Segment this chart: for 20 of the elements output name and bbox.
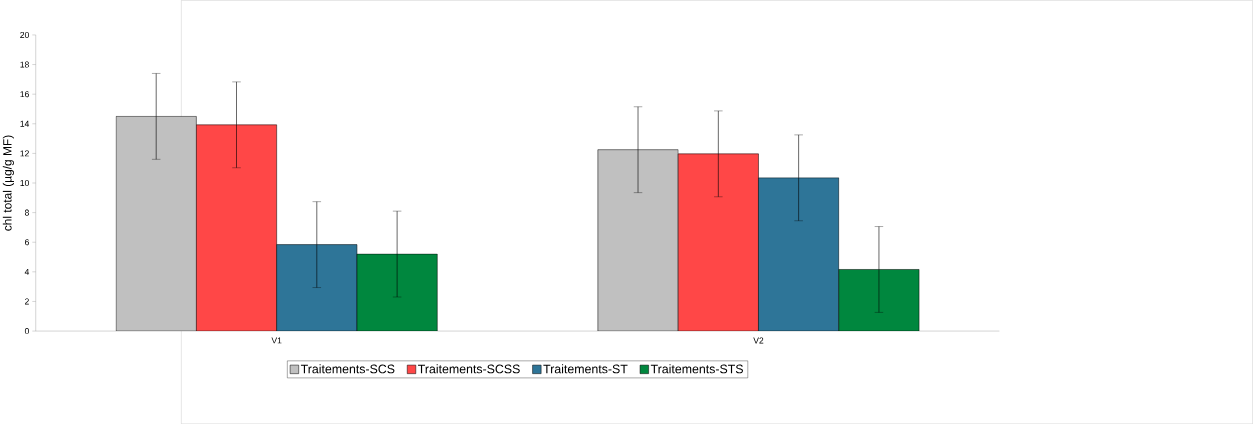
legend-label: Traitements-ST [543, 364, 628, 374]
legend-label: Traitements-SCS [300, 364, 395, 374]
y-tick-label: 6 [24, 239, 29, 246]
y-tick-label: 8 [24, 209, 29, 216]
y-tick-label: 0 [24, 327, 29, 334]
y-tick-label: 12 [20, 150, 29, 157]
y-tick-label: 18 [20, 61, 29, 68]
legend-label: Traitements-SCSS [418, 364, 520, 374]
legend-label: Traitements-STS [650, 364, 743, 374]
y-tick-label: 16 [20, 91, 29, 98]
y-tick-label: 20 [20, 31, 29, 38]
x-tick-label: V2 [753, 337, 764, 344]
x-tick-label: V1 [271, 337, 282, 344]
y-axis-title: chl total (µg/g MF) [2, 135, 14, 231]
y-tick-label: 14 [20, 120, 30, 127]
bar [276, 244, 358, 331]
y-tick-label: 10 [20, 179, 29, 186]
y-tick-label: 4 [24, 268, 30, 275]
y-tick-label: 2 [24, 298, 29, 305]
bar [758, 177, 840, 331]
